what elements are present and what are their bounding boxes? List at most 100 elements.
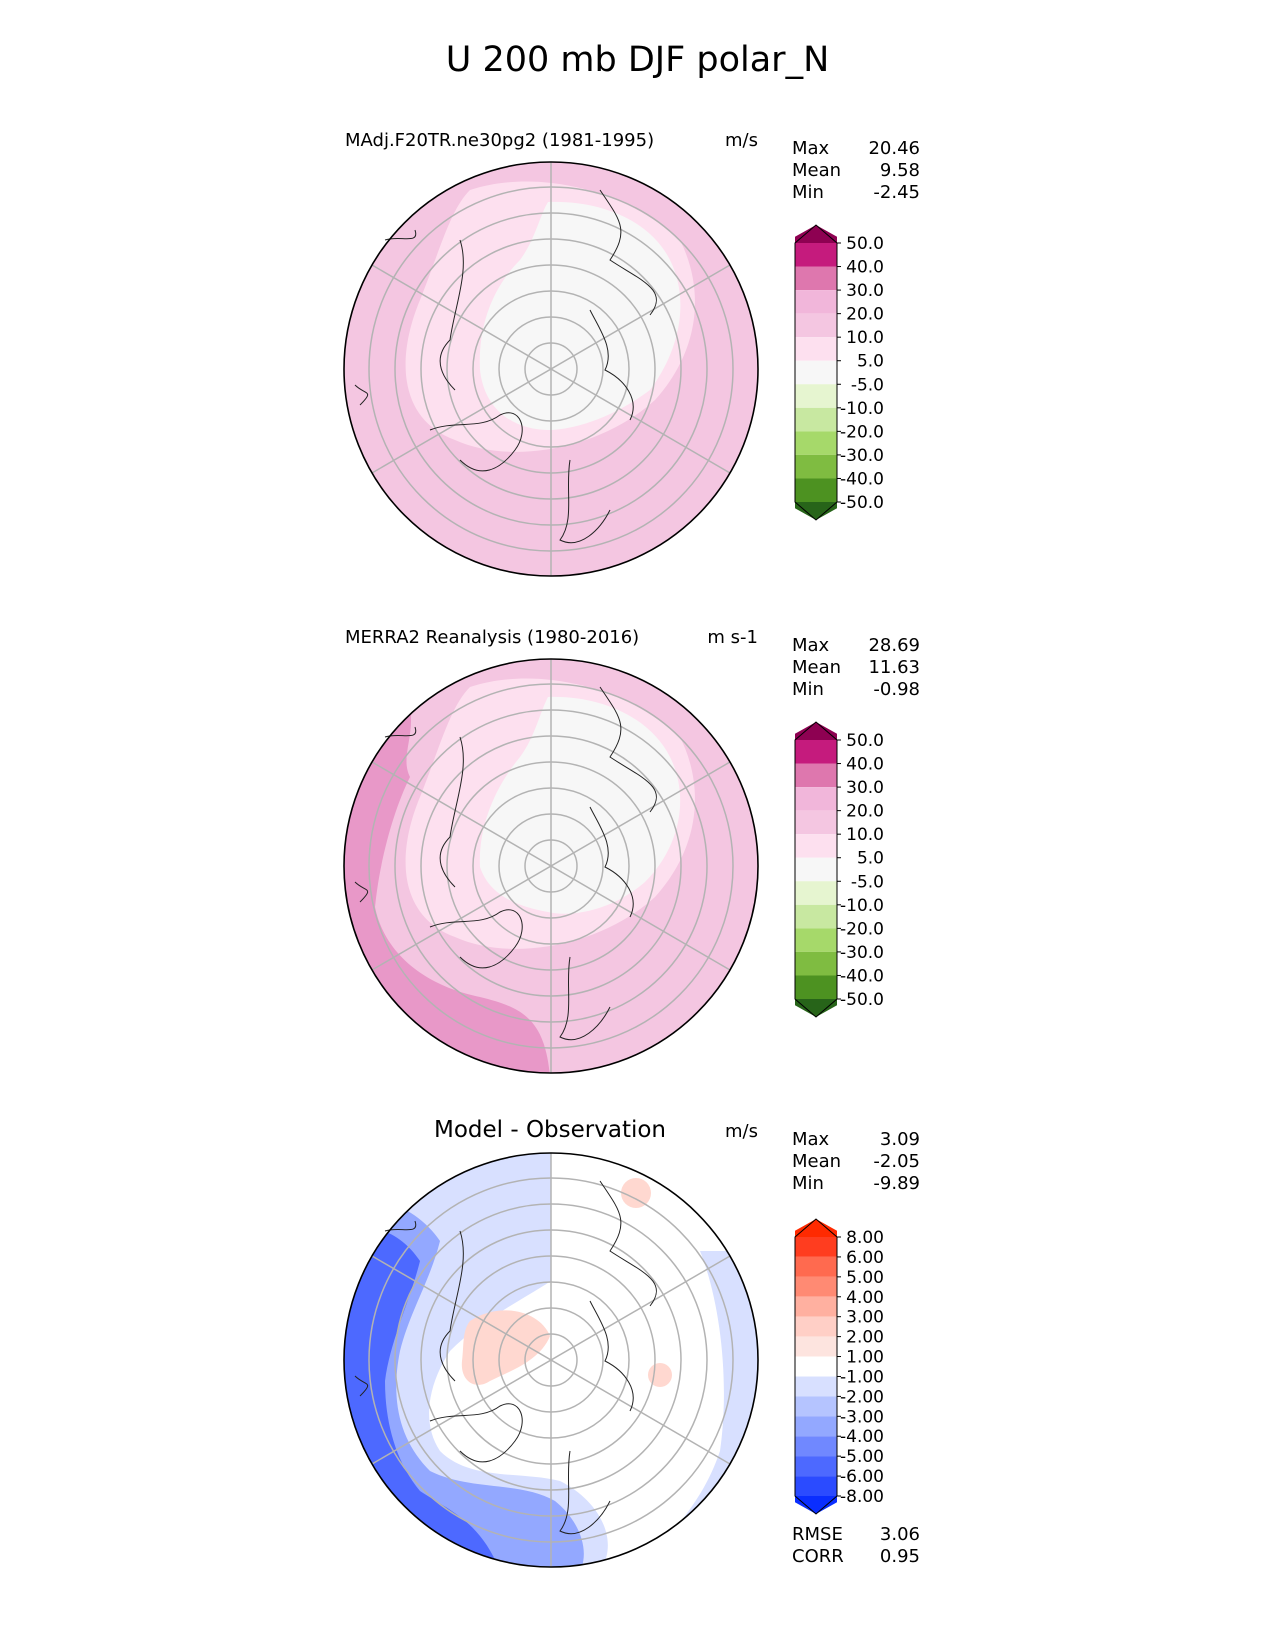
- fill-warm: [461, 1310, 550, 1385]
- panel-title: MERRA2 Reanalysis (1980-2016): [345, 627, 640, 648]
- colorbar-segment: [795, 904, 837, 929]
- colorbar-label: 10.0: [846, 825, 884, 845]
- colorbar-label: 50.0: [846, 731, 884, 751]
- colorbar-label: -5.00: [840, 1447, 884, 1467]
- figure-title: U 200 mb DJF polar_N: [445, 40, 830, 80]
- colorbar-segment: [795, 857, 837, 882]
- colorbar: 50.0 40.0 30.0 20.0 10.0 5.0 -5.0 -10.0 -20.0 -30…: [794, 721, 884, 1018]
- panel-title: Model - Observation: [433, 1117, 667, 1143]
- stat-max-value: 28.69: [868, 635, 920, 656]
- colorbar-segment: [795, 1237, 837, 1257]
- colorbar-label: -4.00: [840, 1427, 884, 1447]
- colorbar-label: -5.0: [851, 375, 884, 395]
- fill-inner: [479, 201, 681, 430]
- panel-graphics: 50.0 40.0 30.0 20.0 10.0 5.0 -5.0 -10.0 -20.0 -30…: [343, 658, 884, 1074]
- map-boundary: [343, 161, 759, 577]
- colorbar-label: -2.00: [840, 1387, 884, 1407]
- colorbar-label: -6.00: [840, 1467, 884, 1487]
- colorbar-segment: [795, 290, 837, 314]
- stat-min-value: -0.98: [873, 679, 920, 700]
- colorbar-segment: [795, 810, 837, 835]
- colorbar-segment: [795, 266, 837, 291]
- fill-inner: [479, 696, 681, 914]
- colorbar-segment: [795, 384, 837, 408]
- stat-max-value: 20.46: [868, 138, 920, 159]
- colorbar-segment: [795, 951, 837, 976]
- fill-warm-spot: [621, 1178, 651, 1208]
- colorbar-label: -50.0: [840, 493, 884, 513]
- colorbar-segment: [795, 1316, 837, 1337]
- colorbar-segment: [795, 478, 837, 502]
- stat-min-label: Min: [792, 1173, 824, 1194]
- colorbar-label: -30.0: [840, 446, 884, 466]
- colorbar-label: 40.0: [846, 755, 884, 775]
- panel-graphics: 50.0 40.0 30.0 20.0 10.0 5.0 -5.0 -10.0 -20.0 -30…: [343, 161, 884, 577]
- graticule: [368, 1153, 734, 1567]
- colorbar-segment: [795, 1219, 837, 1237]
- stat-min-value: -9.89: [873, 1173, 920, 1194]
- colorbar-label: -50.0: [840, 990, 884, 1010]
- colorbar-label: -40.0: [840, 469, 884, 489]
- colorbar-segment: [795, 1496, 837, 1514]
- map-boundary: [343, 658, 759, 1074]
- colorbar-label: 3.00: [846, 1308, 884, 1328]
- colorbar-segment: [795, 360, 837, 385]
- colorbar: 8.006.005.004.003.002.001.00-1.00-2.00-3…: [794, 1218, 884, 1515]
- colorbar-segment: [795, 407, 837, 432]
- stat-corr-value: 0.95: [879, 1546, 920, 1567]
- colorbar-label: 1.00: [846, 1348, 884, 1368]
- colorbar-label: -30.0: [840, 943, 884, 963]
- panel-units: m/s: [725, 1121, 758, 1142]
- stat-max-value: 3.09: [879, 1129, 920, 1150]
- colorbar-label: 50.0: [846, 234, 884, 254]
- colorbar-label: 20.0: [846, 305, 884, 325]
- colorbar-segment: [795, 1276, 837, 1297]
- colorbar-segment: [795, 1356, 837, 1377]
- stat-mean-label: Mean: [792, 1151, 842, 1172]
- colorbar-label: -20.0: [840, 919, 884, 939]
- colorbar-segment: [795, 1376, 837, 1397]
- colorbar-segment: [795, 1456, 837, 1477]
- colorbar-segment: [795, 313, 837, 338]
- panel-units: m s-1: [707, 627, 758, 648]
- stat-mean-value: -2.05: [873, 1151, 920, 1172]
- colorbar-label: -10.0: [840, 896, 884, 916]
- colorbar-label: -5.0: [851, 872, 884, 892]
- colorbar-segment: [795, 975, 837, 999]
- panel-graphics: 8.006.005.004.003.002.001.00-1.00-2.00-3…: [343, 1152, 884, 1568]
- colorbar-segment: [795, 999, 837, 1017]
- colorbar-label: 30.0: [846, 281, 884, 301]
- colorbar-label: 5.0: [857, 352, 884, 372]
- colorbar-segment: [795, 1396, 837, 1417]
- stat-max-label: Max: [792, 1129, 830, 1150]
- colorbar-segment: [795, 1256, 837, 1277]
- map-boundary: [343, 1152, 759, 1568]
- stat-mean-value: 11.63: [868, 657, 920, 678]
- colorbar-segment: [795, 243, 837, 267]
- colorbar-label: -3.00: [840, 1407, 884, 1427]
- colorbar-label: -10.0: [840, 399, 884, 419]
- colorbar-label: 8.00: [846, 1228, 884, 1248]
- stat-mean-value: 9.58: [879, 160, 920, 181]
- colorbar-segment: [795, 431, 837, 455]
- graticule: [368, 659, 734, 1073]
- colorbar-label: 20.0: [846, 802, 884, 822]
- coastlines: [354, 1180, 657, 1535]
- colorbar-segment: [795, 502, 837, 520]
- stat-rmse-value: 3.06: [879, 1524, 920, 1545]
- graticule: [368, 162, 734, 576]
- colorbar-segment: [795, 1476, 837, 1496]
- colorbar-label: 5.00: [846, 1268, 884, 1288]
- colorbar: 50.0 40.0 30.0 20.0 10.0 5.0 -5.0 -10.0 -20.0 -30…: [794, 224, 884, 521]
- colorbar-label: -20.0: [840, 422, 884, 442]
- stat-corr-label: CORR: [792, 1546, 844, 1567]
- colorbar-label: -8.00: [840, 1487, 884, 1507]
- colorbar-label: 40.0: [846, 258, 884, 278]
- stat-max-label: Max: [792, 635, 830, 656]
- colorbar-segment: [795, 1296, 837, 1317]
- stat-mean-label: Mean: [792, 657, 842, 678]
- colorbar-label: 30.0: [846, 778, 884, 798]
- panel-diff: Model - Observation m/s Max 3.09 Mean -2.0…: [0, 1117, 1275, 1601]
- colorbar-label: 6.00: [846, 1248, 884, 1268]
- colorbar-segment: [795, 928, 837, 952]
